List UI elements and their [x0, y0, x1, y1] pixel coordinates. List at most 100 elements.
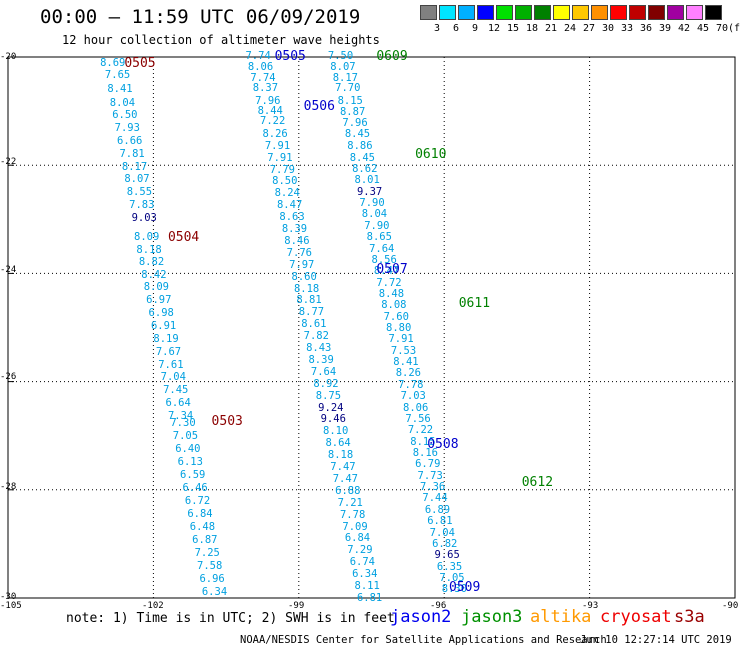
wave-height-value: 7.97: [289, 258, 315, 271]
wave-height-value: 7.82: [303, 330, 329, 343]
wave-height-value: 8.17: [121, 160, 148, 173]
lat-label: -30: [0, 592, 17, 602]
lon-label: -99: [288, 601, 305, 611]
wave-height-value: 8.62: [352, 162, 378, 175]
lon-label: -90: [722, 601, 739, 611]
pass-label: 0612: [521, 474, 554, 490]
map-title: 00:00 – 11:59 UTC 06/09/2019: [40, 6, 361, 28]
wave-height-value: 8.07: [330, 60, 356, 73]
scale-swatch: [610, 5, 627, 20]
wave-height-value: 8.56: [371, 253, 397, 266]
scale-swatch: [534, 5, 551, 20]
wave-height-value: 8.19: [153, 332, 179, 345]
wave-height-value: 6.84: [187, 507, 213, 520]
wave-height-value: 8.77: [298, 306, 325, 319]
wave-height-value: 7.61: [158, 358, 184, 371]
scale-label: 24: [563, 23, 577, 34]
wave-height-value: 8.30: [441, 583, 468, 596]
wave-height-value: 7.96: [342, 117, 368, 129]
wave-height-value: 8.39: [281, 223, 308, 236]
legend-cryosat: cryosat: [600, 607, 672, 627]
lat-label: -22: [0, 157, 17, 167]
wave-height-value: 7.05: [172, 429, 199, 442]
wave-height-value: 7.70: [335, 82, 361, 95]
lat-label: -20: [0, 52, 17, 62]
legend-jason3: jason3: [461, 607, 523, 627]
scale-label: 3: [433, 23, 441, 34]
wave-height-value: 8.81: [296, 294, 322, 307]
wave-height-value: 8.45: [344, 128, 371, 141]
wave-height-value: 8.07: [124, 173, 150, 186]
scale-label: 39: [658, 23, 672, 34]
wave-height-value: 7.53: [390, 344, 417, 357]
wave-height-value: 7.30: [170, 417, 196, 430]
pass-label: 0505: [274, 48, 306, 64]
wave-height-value: 8.48: [378, 287, 405, 300]
wave-height-value: 6.88: [335, 484, 361, 497]
wave-height-value: 8.47: [276, 199, 303, 212]
scale-label: 18: [525, 23, 539, 34]
wave-height-value: 7.91: [267, 152, 293, 165]
wave-height-value: 6.66: [117, 135, 143, 148]
scale-swatch: [629, 5, 646, 20]
wave-height-value: 6.46: [182, 481, 208, 494]
wave-height-value: 7.03: [400, 390, 426, 403]
wave-height-value: 6.34: [352, 568, 378, 581]
legend-s3a: s3a: [674, 607, 705, 627]
wave-height-value: 6.64: [165, 397, 191, 410]
wave-height-value: 7.65: [104, 68, 131, 81]
wave-height-value: 6.59: [180, 468, 206, 481]
wave-height-value: 6.48: [189, 520, 216, 533]
wave-height-value: 6.87: [192, 533, 218, 546]
wave-height-value: 7.29: [347, 544, 373, 557]
scale-swatch: [515, 5, 532, 20]
pass-label: 0507: [376, 262, 408, 278]
scale-label: 33: [620, 23, 634, 34]
wave-height-value: 6.40: [175, 442, 201, 455]
scale-swatch: [686, 5, 703, 20]
wave-height-value: 6.98: [148, 306, 174, 319]
wave-height-value: 6.81: [427, 515, 453, 528]
legend-altika: altika: [530, 607, 592, 627]
wave-height-value: 8.26: [395, 367, 422, 380]
scale-unit: (ft): [728, 23, 740, 34]
wave-height-value: 6.79: [415, 458, 441, 471]
pass-label: 0505: [124, 56, 156, 72]
wave-height-value: 8.44: [257, 105, 283, 118]
wave-height-value: 6.84: [344, 532, 371, 545]
wave-height-value: 6.50: [112, 109, 138, 122]
wave-height-value: 8.92: [313, 377, 339, 390]
wave-height-value: 8.04: [361, 208, 388, 221]
wave-height-value: 8.24: [274, 187, 300, 200]
wave-height-value: 6.13: [177, 455, 203, 468]
wave-height-value: 8.37: [252, 82, 279, 95]
credit-line: NOAA/NESDIS Center for Satellite Applica…: [240, 634, 607, 646]
wave-height-value: 9.03: [131, 211, 157, 224]
wave-height-value: 9.24: [318, 401, 344, 414]
scale-swatch: [705, 5, 722, 20]
wave-height-value: 7.05: [439, 571, 465, 584]
wave-height-value: 8.18: [327, 449, 354, 462]
pass-label: 0609: [376, 48, 408, 64]
map-border: [7, 56, 736, 599]
wave-height-value: 8.86: [347, 140, 373, 153]
wave-height-value: 7.76: [286, 246, 312, 259]
scale-label: 45: [696, 23, 710, 34]
scale-swatch: [439, 5, 456, 20]
pass-label: 0508: [427, 436, 459, 452]
pass-label: 0504: [167, 230, 200, 246]
lon-label: -105: [0, 601, 22, 611]
wave-height-value: 8.82: [138, 256, 165, 269]
legend-jason2: jason2: [390, 607, 452, 627]
wave-height-value: 8.11: [354, 580, 380, 593]
wave-height-value: 7.50: [327, 49, 354, 62]
wave-height-value: 8.42: [141, 269, 167, 282]
scale-swatch: [496, 5, 513, 20]
wave-height-value: 7.73: [417, 469, 443, 482]
lat-label: -26: [0, 372, 17, 382]
lon-label: -93: [582, 601, 599, 611]
wave-height-value: 8.10: [323, 425, 349, 438]
wave-height-value: 7.78: [398, 378, 424, 391]
lat-label: -24: [0, 265, 17, 275]
